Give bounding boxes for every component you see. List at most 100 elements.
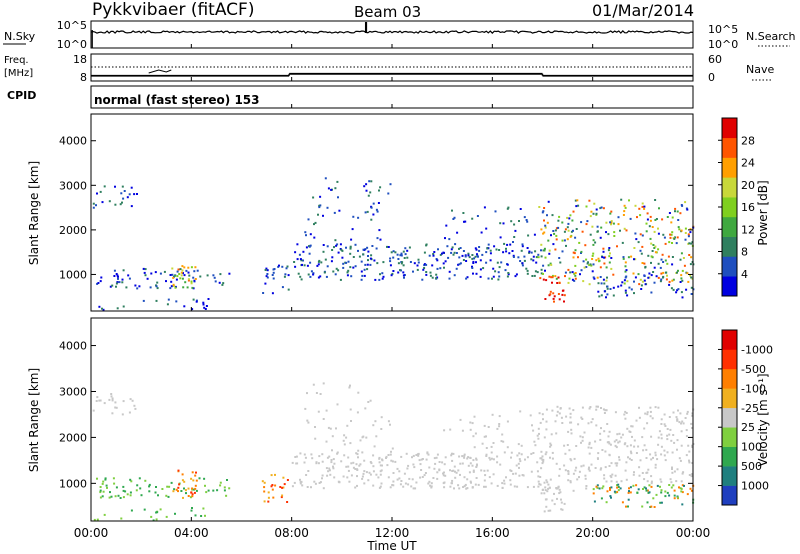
velocity-cell	[461, 455, 464, 458]
power-cell	[568, 277, 571, 280]
velocity-cell	[684, 417, 687, 419]
velocity-cell	[314, 482, 317, 485]
power-cell	[403, 257, 406, 259]
velocity-cell	[473, 415, 476, 418]
power-cell	[603, 262, 606, 265]
velocity-cell	[327, 426, 330, 429]
power-cell	[205, 305, 208, 307]
velocity-cell	[492, 442, 495, 444]
power-cell	[567, 229, 570, 232]
power-cell	[534, 270, 537, 273]
power-cell	[350, 238, 353, 241]
power-cell	[206, 274, 209, 277]
velocity-cell	[637, 488, 640, 491]
velocity-cell	[561, 508, 564, 511]
velocity-cell	[589, 406, 592, 408]
power-cell	[534, 250, 537, 253]
power-cell	[592, 212, 595, 215]
velocity-cell	[99, 496, 102, 499]
velocity-cell	[627, 505, 629, 508]
velocity-cell	[407, 464, 410, 467]
power-cell	[456, 231, 459, 234]
velocity-cell	[608, 454, 611, 457]
power-cell	[471, 254, 474, 256]
power-cell	[687, 235, 690, 238]
power-cell	[654, 251, 657, 254]
velocity-cell	[374, 420, 377, 423]
velocity-cell	[563, 464, 566, 467]
velocity-cell	[114, 401, 117, 404]
velocity-cell	[496, 484, 499, 487]
power-cell	[594, 241, 597, 244]
velocity-colorbar-label-0: 1000	[741, 480, 769, 493]
power-cell	[370, 218, 373, 221]
velocity-cell	[579, 435, 582, 438]
velocity-cell	[514, 472, 517, 475]
power-cell	[457, 263, 460, 266]
velocity-cell	[396, 467, 399, 470]
velocity-cell	[587, 468, 590, 471]
power-cell	[639, 233, 642, 236]
velocity-cell	[113, 482, 116, 485]
power-colorbar-label-6: 28	[741, 134, 755, 147]
power-cell	[283, 275, 286, 278]
velocity-cell	[613, 440, 616, 443]
velocity-cell	[620, 480, 623, 483]
velocity-cell	[468, 471, 471, 474]
power-cell	[595, 212, 598, 215]
power-cell	[680, 274, 683, 277]
power-cell	[662, 271, 665, 274]
power-cell	[676, 271, 678, 274]
velocity-cell	[168, 485, 171, 488]
power-cell	[442, 262, 445, 265]
velocity-cell	[333, 462, 336, 465]
velocity-cell	[267, 500, 270, 503]
velocity-cell	[621, 501, 624, 504]
power-cell	[673, 237, 676, 240]
velocity-cell	[641, 505, 644, 508]
power-cell	[377, 202, 380, 204]
power-cell	[513, 223, 516, 226]
power-cell	[585, 223, 588, 226]
velocity-cell	[551, 457, 554, 460]
power-cell	[605, 279, 608, 282]
power-colorbar-label-3: 16	[741, 201, 755, 214]
power-cell	[412, 270, 414, 273]
power-cell	[144, 274, 147, 277]
velocity-cell	[466, 478, 469, 481]
velocity-cell	[568, 407, 571, 410]
power-cell	[671, 256, 674, 258]
station-title: Pykkvibaer (fitACF)	[92, 0, 254, 20]
power-cell	[114, 203, 117, 206]
velocity-cell	[181, 479, 184, 482]
power-colorbar-label-5: 24	[741, 157, 755, 170]
power-cell	[330, 260, 333, 263]
velocity-cell	[134, 407, 137, 410]
power-cell	[540, 243, 543, 246]
power-cell	[374, 278, 377, 281]
power-cell	[376, 237, 379, 240]
velocity-cell	[345, 465, 348, 468]
velocity-cell	[615, 480, 618, 483]
velocity-cell	[691, 412, 694, 415]
velocity-cell	[633, 445, 636, 448]
velocity-cell	[347, 465, 350, 468]
velocity-cell	[98, 399, 101, 402]
power-cell	[429, 271, 432, 274]
power-cell	[111, 284, 114, 287]
power-cell	[334, 187, 337, 190]
power-cell	[421, 278, 424, 281]
velocity-cell	[670, 486, 673, 489]
velocity-cell	[573, 457, 576, 460]
velocity-cell	[615, 446, 618, 449]
power-cell	[301, 263, 303, 266]
velocity-cell	[657, 436, 660, 439]
power-cell	[584, 244, 587, 247]
velocity-cell	[540, 450, 543, 453]
power-cell	[448, 277, 451, 280]
velocity-cell	[521, 474, 524, 476]
velocity-cell	[614, 462, 617, 465]
velocity-cell	[306, 419, 309, 422]
power-cell	[156, 281, 159, 284]
velocity-cell	[325, 440, 328, 443]
